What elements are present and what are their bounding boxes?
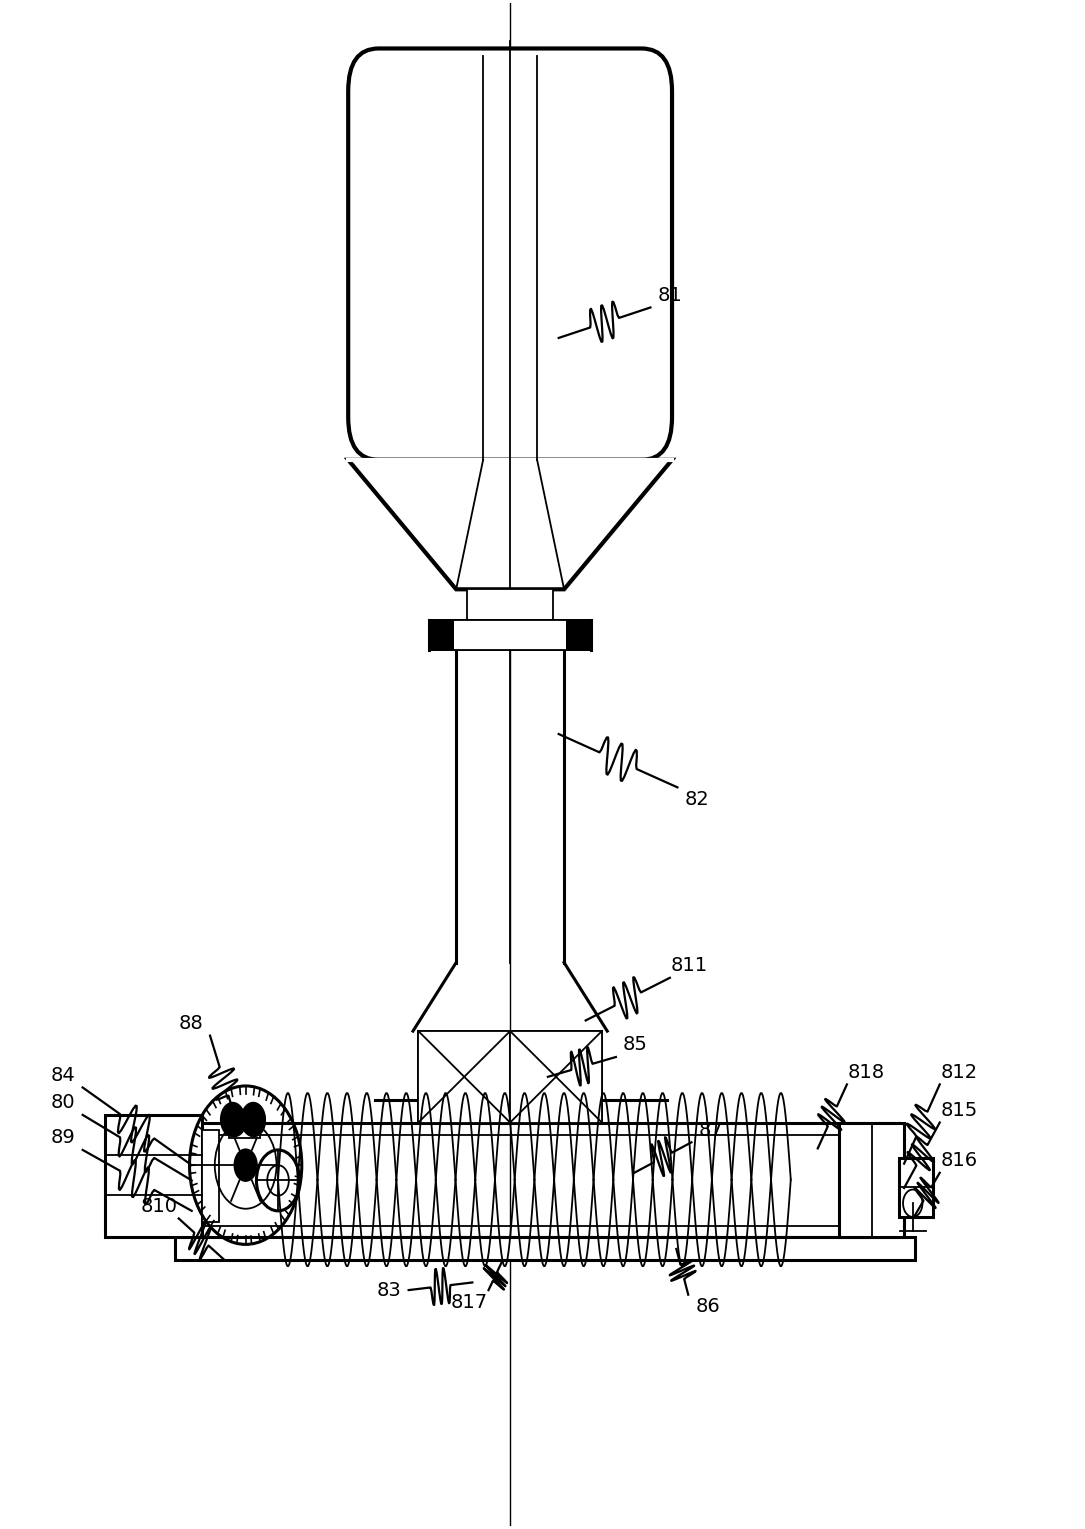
Text: 817: 817: [450, 1294, 487, 1312]
Bar: [840, 1122, 904, 1237]
Text: 85: 85: [623, 1035, 648, 1055]
Bar: [430, 619, 591, 650]
Circle shape: [221, 1102, 244, 1136]
Text: 81: 81: [658, 286, 682, 304]
Text: 815: 815: [941, 1101, 978, 1119]
Bar: [510, 1031, 602, 1122]
Text: 88: 88: [178, 1014, 203, 1034]
Text: 89: 89: [51, 1128, 76, 1147]
Text: 818: 818: [847, 1063, 885, 1081]
Polygon shape: [348, 460, 672, 589]
Bar: [105, 1115, 203, 1237]
Text: 810: 810: [141, 1197, 178, 1216]
Circle shape: [241, 1102, 265, 1136]
Bar: [419, 1031, 510, 1122]
Bar: [467, 589, 553, 619]
Text: 83: 83: [376, 1281, 401, 1300]
Bar: [229, 1115, 259, 1138]
Bar: [419, 1031, 602, 1122]
Text: 811: 811: [671, 956, 707, 976]
Text: 86: 86: [695, 1297, 720, 1316]
Bar: [203, 1130, 219, 1222]
Bar: [176, 1237, 915, 1260]
Text: 87: 87: [699, 1121, 724, 1139]
Text: 80: 80: [51, 1093, 76, 1112]
Bar: [454, 619, 566, 650]
Circle shape: [234, 1150, 257, 1180]
FancyBboxPatch shape: [348, 49, 672, 460]
Text: 816: 816: [941, 1151, 978, 1170]
Bar: [898, 1157, 933, 1217]
Text: 812: 812: [941, 1063, 978, 1081]
Text: 84: 84: [51, 1066, 76, 1084]
Text: 82: 82: [685, 790, 710, 809]
